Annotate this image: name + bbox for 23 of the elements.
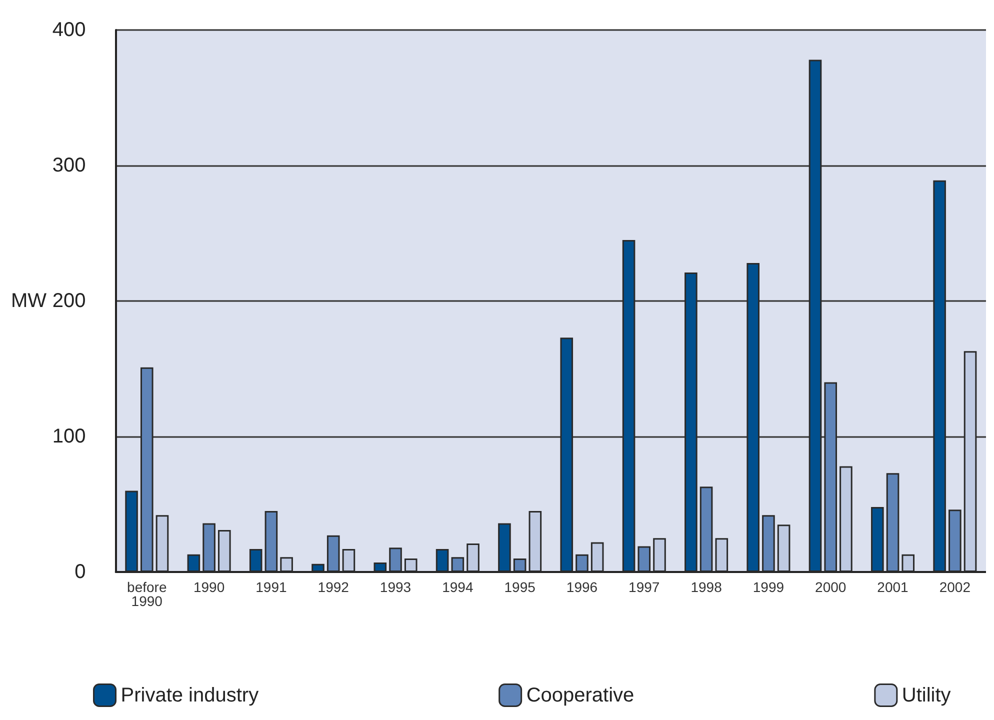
y-tick-label: 100 (52, 426, 86, 448)
legend-label: Cooperative (526, 684, 634, 706)
y-tick-label: 300 (52, 154, 86, 176)
x-tick-label: 1993 (380, 579, 412, 595)
x-tick-label: 1995 (504, 579, 536, 595)
x-tick-label: 1994 (442, 579, 474, 595)
x-tick-label: 1997 (628, 579, 660, 595)
y-tick-label: 0 (74, 561, 86, 583)
x-tick-label: 1998 (690, 579, 722, 595)
legend-label: Utility (902, 684, 951, 706)
x-tick-label: before 1990 (127, 579, 167, 609)
y-axis-title: MW (10, 290, 47, 312)
y-tick-label: 200 (52, 290, 86, 312)
x-tick-label: 1999 (752, 579, 784, 595)
x-tick-label: 1996 (566, 579, 598, 595)
y-tick-label: 400 (52, 19, 86, 41)
x-tick-label: 2002 (939, 579, 971, 595)
x-tick-label: 1992 (318, 579, 350, 595)
x-tick-label: 1991 (256, 579, 287, 595)
x-tick-label: 2000 (815, 579, 846, 595)
legend-label: Private industry (120, 684, 259, 706)
x-tick-label: 1990 (193, 579, 225, 595)
x-tick-label: 2001 (877, 579, 909, 595)
